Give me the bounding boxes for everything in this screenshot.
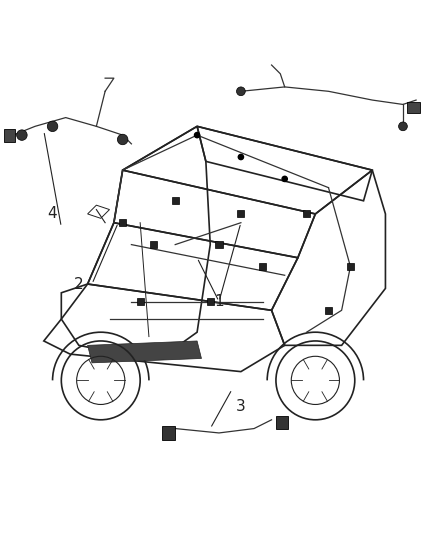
Bar (347, 263, 354, 270)
Bar (162, 426, 175, 440)
Circle shape (17, 130, 27, 140)
Bar (303, 211, 310, 217)
Bar (119, 219, 126, 226)
Bar (4, 128, 15, 142)
Polygon shape (88, 341, 201, 363)
Bar (276, 416, 288, 429)
Text: 1: 1 (214, 294, 224, 309)
Bar (407, 102, 420, 113)
Bar (325, 307, 332, 314)
Bar (237, 211, 244, 217)
Bar (215, 241, 223, 248)
Circle shape (282, 176, 287, 182)
Bar (259, 263, 266, 270)
Bar (172, 197, 179, 204)
Bar (137, 298, 144, 305)
Text: 2: 2 (74, 277, 84, 292)
Circle shape (47, 121, 58, 132)
Text: 3: 3 (236, 399, 246, 414)
Bar (150, 241, 157, 248)
Circle shape (117, 134, 128, 145)
Circle shape (237, 87, 245, 96)
Circle shape (399, 122, 407, 131)
Circle shape (238, 155, 244, 159)
Bar (207, 298, 214, 305)
Circle shape (194, 133, 200, 138)
Text: 4: 4 (48, 206, 57, 221)
